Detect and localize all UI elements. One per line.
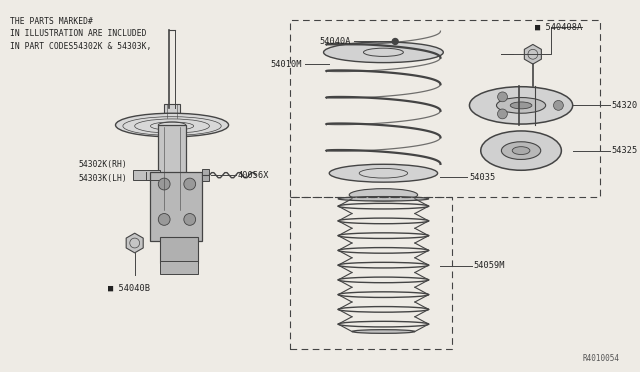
Text: 54325: 54325 — [611, 146, 638, 155]
Bar — [150, 172, 202, 241]
Circle shape — [497, 109, 508, 119]
Bar — [160, 237, 198, 263]
Bar — [158, 125, 186, 212]
Circle shape — [158, 214, 170, 225]
Circle shape — [554, 100, 563, 110]
Text: ■ 54040B: ■ 54040B — [108, 284, 150, 293]
Circle shape — [184, 214, 196, 225]
Circle shape — [158, 178, 170, 190]
Ellipse shape — [324, 42, 444, 62]
Text: 54303K(LH): 54303K(LH) — [79, 174, 127, 183]
Text: 54059M: 54059M — [474, 261, 506, 270]
Bar — [160, 261, 198, 275]
Ellipse shape — [349, 189, 418, 201]
Circle shape — [392, 39, 398, 44]
Ellipse shape — [470, 87, 573, 124]
Ellipse shape — [501, 142, 541, 160]
Text: ■ 540408A: ■ 540408A — [535, 22, 582, 31]
Ellipse shape — [481, 131, 561, 170]
Circle shape — [498, 92, 508, 102]
Text: 40056X: 40056X — [238, 171, 269, 180]
Circle shape — [184, 178, 196, 190]
Text: THE PARTS MARKED#
IN ILLUSTRATION ARE INCLUDED
IN PART CODES54302K & 54303K,: THE PARTS MARKED# IN ILLUSTRATION ARE IN… — [10, 17, 151, 51]
Text: R4010054: R4010054 — [582, 354, 620, 363]
Bar — [164, 105, 180, 118]
Text: 54010M: 54010M — [270, 60, 302, 68]
Ellipse shape — [510, 102, 532, 109]
Ellipse shape — [338, 196, 429, 201]
Text: 54035: 54035 — [469, 173, 495, 182]
Ellipse shape — [497, 97, 546, 113]
Ellipse shape — [115, 113, 228, 137]
Text: 54320: 54320 — [611, 101, 638, 110]
Bar — [132, 170, 160, 180]
Text: 54040A: 54040A — [319, 37, 351, 46]
Text: 54302K(RH): 54302K(RH) — [79, 160, 127, 169]
Ellipse shape — [352, 330, 415, 333]
Ellipse shape — [512, 147, 530, 154]
Bar — [202, 169, 209, 181]
Ellipse shape — [329, 164, 438, 182]
